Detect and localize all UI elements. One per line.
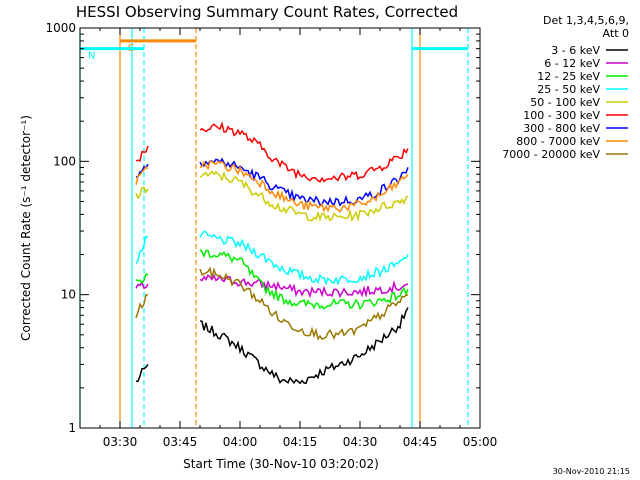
x-tick-label: 04:45 (403, 435, 438, 449)
legend-label: 12 - 25 keV (537, 70, 600, 83)
legend-header-line-2: Att 0 (603, 27, 629, 40)
legend-label: 6 - 12 keV (544, 57, 600, 70)
y-tick-label: 100 (53, 154, 76, 168)
x-tick-label: 03:30 (103, 435, 138, 449)
series-line (135, 145, 149, 162)
legend-label: 300 - 800 keV (523, 122, 600, 135)
series-line (199, 307, 409, 385)
chart-title: HESSI Observing Summary Count Rates, Cor… (76, 3, 458, 21)
footer-timestamp: 30-Nov-2010 21:15 (553, 467, 630, 476)
x-tick-label: 04:00 (223, 435, 258, 449)
x-tick-label: 04:30 (343, 435, 378, 449)
legend-label: 50 - 100 keV (530, 96, 600, 109)
series-line (199, 170, 409, 223)
legend-header: Det 1,3,4,5,6,9, Att 0 (543, 14, 629, 40)
y-tick-label: 1000 (45, 21, 76, 35)
series-line (135, 166, 149, 185)
series-line (135, 235, 149, 264)
series-line (135, 293, 149, 319)
x-axis-label: Start Time (30-Nov-10 03:20:02) (183, 457, 379, 471)
attenuator-markers: SN (80, 39, 468, 62)
series-line (199, 266, 409, 341)
series-line (199, 121, 409, 183)
marker-band-label: N (88, 51, 95, 62)
series-line (135, 363, 149, 383)
series-line (199, 248, 409, 310)
legend-header-line-1: Det 1,3,4,5,6,9, (543, 14, 629, 27)
series-line (199, 230, 409, 286)
series-line (199, 160, 409, 213)
x-tick-label: 03:45 (163, 435, 198, 449)
series-line (135, 272, 149, 285)
legend-label: 800 - 7000 keV (516, 135, 600, 148)
vertical-markers (79, 28, 469, 428)
x-axis-ticks: 03:30 03:45 04:00 04:15 04:30 04:45 05:00 (99, 28, 498, 449)
series-line (199, 273, 409, 299)
y-axis-label: Corrected Count Rate (s⁻¹ detector⁻¹) (19, 115, 33, 341)
legend-label: 100 - 300 keV (523, 109, 600, 122)
legend-label: 3 - 6 keV (551, 44, 600, 57)
y-tick-label: 10 (61, 288, 76, 302)
legend-label: 7000 - 20000 keV (502, 148, 600, 161)
x-tick-label: 04:15 (283, 435, 318, 449)
y-axis-ticks: 1 10 100 1000 (45, 21, 480, 435)
series-line (135, 186, 149, 200)
x-tick-label: 05:00 (463, 435, 498, 449)
series-layer (135, 121, 409, 385)
legend-label: 25 - 50 keV (537, 83, 600, 96)
y-tick-label: 1 (68, 421, 76, 435)
